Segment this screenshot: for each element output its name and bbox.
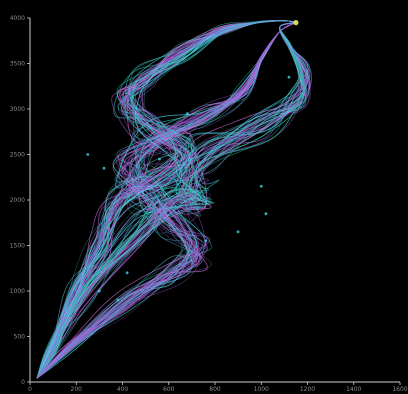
x-tick-label: 1400 — [346, 386, 361, 393]
trajectory-marker — [204, 239, 208, 243]
x-tick-label: 1600 — [392, 386, 407, 393]
x-tick-label: 600 — [163, 386, 175, 393]
y-tick-label: 3500 — [10, 61, 25, 68]
trajectory-line — [36, 20, 296, 379]
trajectory-marker — [264, 212, 268, 216]
y-tick-label: 2000 — [10, 197, 25, 204]
trajectory-line — [36, 20, 296, 379]
trajectory-line — [36, 20, 296, 379]
y-tick-label: 4000 — [10, 15, 25, 22]
trajectory-marker — [236, 230, 240, 234]
y-tick-label: 3000 — [10, 106, 25, 113]
trajectory-marker — [102, 166, 106, 170]
x-tick-label: 400 — [117, 386, 129, 393]
trajectory-marker — [185, 112, 189, 115]
trajectory-line — [36, 22, 297, 379]
trajectory-line — [36, 22, 297, 379]
trajectory-line — [36, 20, 296, 379]
trajectory-line — [36, 22, 297, 379]
trajectory-marker — [98, 289, 101, 293]
trajectory-line — [36, 22, 297, 379]
trajectory-line — [36, 20, 296, 379]
x-tick-label: 0 — [28, 386, 32, 393]
y-tick-label: 500 — [14, 334, 26, 341]
trajectory-line — [36, 22, 311, 379]
trajectory-marker — [287, 75, 291, 79]
trajectory-traces — [36, 20, 312, 379]
x-tick-label: 1200 — [300, 386, 315, 393]
trajectory-marker — [293, 20, 299, 26]
trajectory-line — [36, 22, 297, 379]
y-tick-label: 1000 — [10, 288, 25, 295]
trajectory-line — [36, 20, 296, 379]
trajectory-marker — [259, 184, 263, 188]
trajectory-marker — [86, 153, 90, 156]
trajectory-marker — [158, 157, 161, 161]
trajectory-line — [36, 20, 296, 379]
x-tick-label: 1000 — [254, 386, 269, 393]
axes: 0 500 1000 1500 2000 2500 3000 3500 4000 0 200 400 6… — [10, 15, 408, 393]
x-tick-label: 800 — [209, 386, 221, 393]
trajectory-marker — [116, 298, 120, 302]
trajectory-line — [36, 22, 297, 379]
y-tick-label: 2500 — [10, 152, 25, 159]
x-tick-label: 200 — [71, 386, 83, 393]
trajectory-line — [36, 22, 311, 379]
y-tick-label: 1500 — [10, 243, 25, 250]
y-tick-label: 0 — [21, 379, 25, 386]
trajectory-markers — [86, 20, 299, 302]
trajectory-line — [36, 22, 310, 379]
trajectory-line — [36, 22, 297, 379]
trajectory-marker — [125, 271, 129, 275]
